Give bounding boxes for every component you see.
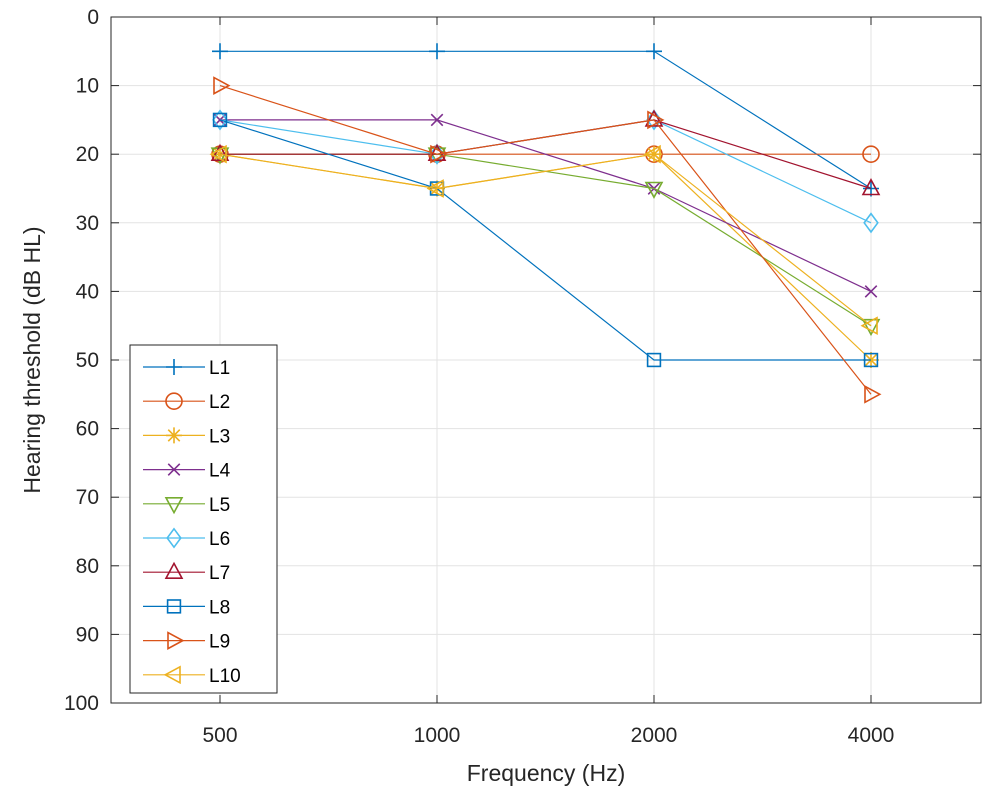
legend-item-L4: L4 (143, 461, 231, 482)
legend-box (129, 344, 278, 694)
legend-item-L3: L3 (143, 426, 230, 447)
data-point-marker (165, 392, 183, 411)
data-point-marker (860, 316, 878, 336)
series-L8 (212, 112, 879, 368)
legend-item-L9: L9 (143, 631, 230, 653)
data-point-marker (210, 143, 230, 161)
y-tick-label: 30 (76, 212, 99, 235)
data-point-marker (644, 109, 664, 127)
data-point-marker (212, 109, 228, 131)
legend: L1 L2 L3 L4 L5 L6 L7 L8 L9 L10 (129, 344, 278, 694)
data-point-marker (430, 144, 448, 164)
series-layer (209, 43, 882, 404)
legend-item-L8: L8 (143, 597, 230, 618)
y-tick-label: 90 (76, 623, 99, 646)
data-point-marker (861, 318, 881, 337)
y-tick-label: 50 (76, 349, 99, 372)
data-point-marker (862, 145, 880, 163)
y-tick-label: 70 (76, 486, 99, 509)
y-axis-title: Hearing threshold (dB HL) (19, 226, 45, 493)
series-L5 (210, 147, 881, 337)
data-point-marker (864, 384, 882, 404)
x-tick-label: 500 (202, 724, 237, 747)
y-axis-ticks: 0 10 20 30 40 50 60 70 80 90 100 (64, 6, 981, 715)
legend-item-L7: L7 (143, 561, 230, 584)
x-tick-label: 4000 (848, 724, 895, 747)
series-line (219, 153, 872, 361)
y-tick-label: 60 (76, 418, 99, 441)
legend-item-L1: L1 (143, 358, 230, 379)
data-point-marker (166, 599, 182, 614)
legend-item-L6: L6 (143, 527, 230, 550)
data-point-marker (646, 43, 662, 60)
legend-item-L5: L5 (143, 495, 230, 516)
data-point-marker (426, 179, 444, 198)
legend-label: L10 (209, 666, 241, 687)
series-line (220, 119, 872, 292)
data-point-marker (212, 112, 228, 128)
x-tick-label: 2000 (631, 724, 678, 747)
data-point-marker (863, 352, 879, 368)
data-point-marker (212, 43, 228, 60)
data-point-marker (166, 527, 182, 549)
data-point-marker (167, 631, 185, 650)
y-tick-label: 10 (76, 75, 99, 98)
data-point-marker (861, 178, 881, 196)
data-point-marker (864, 285, 878, 298)
data-point-marker (164, 496, 184, 515)
series-L10 (209, 144, 878, 336)
data-point-marker (213, 76, 231, 95)
y-tick-label: 40 (76, 280, 99, 303)
x-tick-label: 1000 (414, 724, 461, 747)
data-point-marker (166, 427, 182, 444)
data-point-marker (646, 352, 662, 368)
series-L4 (213, 113, 878, 298)
data-point-marker (647, 110, 665, 130)
data-point-marker (429, 43, 445, 60)
data-point-marker (209, 144, 227, 164)
legend-item-L10: L10 (143, 665, 241, 687)
series-L7 (210, 109, 881, 196)
y-tick-label: 20 (76, 143, 99, 166)
legend-label: L2 (209, 392, 230, 413)
series-line (220, 50, 872, 190)
y-tick-label: 100 (64, 692, 99, 715)
y-tick-label: 80 (76, 555, 99, 578)
legend-label: L3 (209, 426, 230, 447)
legend-label: L4 (209, 461, 231, 482)
data-point-marker (163, 665, 181, 685)
legend-label: L1 (209, 358, 230, 379)
data-point-marker (166, 359, 182, 375)
legend-label: L5 (209, 495, 230, 516)
x-axis-title: Frequency (Hz) (467, 760, 625, 786)
series-line (219, 119, 871, 361)
data-point-marker (210, 147, 230, 165)
series-line (219, 85, 872, 395)
legend-label: L7 (209, 563, 230, 584)
data-point-marker (167, 463, 181, 476)
series-line (220, 153, 872, 327)
x-axis-ticks: 500 1000 2000 4000 (202, 17, 894, 747)
data-point-marker (863, 212, 879, 234)
series-line (219, 153, 872, 327)
data-point-marker (430, 113, 444, 127)
legend-label: L6 (209, 529, 230, 550)
data-point-marker (644, 181, 664, 199)
legend-label: L9 (209, 632, 230, 653)
data-point-marker (643, 144, 661, 164)
y-tick-label: 0 (87, 6, 99, 29)
series-L9 (213, 76, 882, 404)
data-point-marker (427, 147, 447, 165)
data-point-marker (164, 561, 184, 580)
legend-item-L2: L2 (143, 392, 230, 413)
legend-label: L8 (209, 597, 230, 618)
